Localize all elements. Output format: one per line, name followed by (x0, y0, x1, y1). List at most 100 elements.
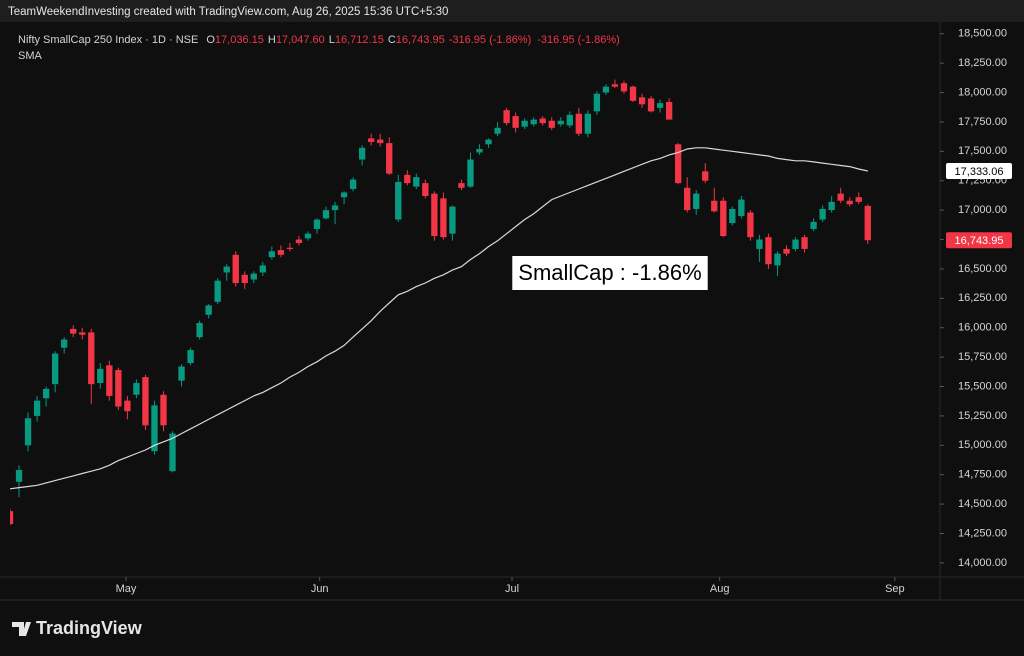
candle-body (819, 208, 826, 220)
candle-body (539, 118, 546, 124)
candle-body (458, 183, 465, 188)
legend-value: 16,712.15 (335, 34, 384, 46)
candle-body (377, 139, 384, 144)
candle-body (431, 193, 438, 237)
annotation: SmallCap : -1.86% (518, 260, 701, 285)
candle-body (774, 253, 781, 266)
candle-body (837, 193, 844, 201)
candle-body (611, 84, 619, 87)
candle-body (729, 208, 736, 224)
legend-key: H (268, 34, 276, 46)
candle-body (10, 511, 14, 525)
candle-body (250, 273, 257, 280)
candle-body (151, 405, 158, 452)
candle-body (70, 328, 77, 334)
legend: Nifty SmallCap 250 Index · 1D · NSE O 17,0… (18, 34, 620, 62)
y-tick-label: 14,250.00 (958, 527, 1007, 539)
candle-body (629, 86, 637, 101)
candle-body (97, 368, 104, 383)
y-tick-label: 14,500.00 (958, 498, 1007, 510)
candle-body (530, 119, 537, 125)
candle-body (765, 237, 772, 265)
candle-body (187, 350, 194, 363)
x-tick-label: Aug (710, 583, 730, 595)
candle-body (503, 110, 510, 124)
x-tick-label: Jun (311, 583, 329, 595)
legend-title: Nifty SmallCap 250 Index · 1D · NSE (18, 34, 198, 46)
y-tick-label: 17,500.00 (958, 145, 1007, 157)
candle-body (214, 280, 221, 302)
candle-body (684, 187, 691, 211)
candle-body (638, 97, 646, 105)
price-tag-label: 16,743.95 (955, 235, 1004, 247)
candle-body (349, 179, 357, 189)
candle-body (747, 212, 754, 238)
candle-body (656, 103, 664, 108)
y-tick-label: 16,500.00 (958, 263, 1007, 275)
candle-body (51, 353, 59, 385)
logo: TradingView (12, 618, 143, 638)
y-tick-label: 15,000.00 (958, 439, 1007, 451)
candle-body (584, 113, 592, 134)
candle-body (331, 205, 339, 211)
candle-body (440, 198, 447, 238)
candle-body (42, 388, 50, 399)
candle-body (665, 101, 673, 120)
price-tag (946, 232, 1012, 249)
candle-body (693, 193, 700, 209)
y-tick-label: 16,000.00 (958, 322, 1007, 334)
candle-body (115, 370, 122, 407)
candle-body (846, 200, 853, 205)
legend-sma: SMA (18, 50, 43, 62)
candles (10, 79, 871, 526)
candle-body (647, 98, 655, 112)
candle-body (169, 433, 176, 472)
legend-value: 17,047.60 (276, 34, 325, 46)
legend-change: -316.95 (-1.86%) (449, 34, 532, 46)
candle-body (557, 120, 564, 125)
y-tick-label: 14,000.00 (958, 557, 1007, 569)
candle-body (24, 418, 32, 446)
candle-body (792, 239, 799, 249)
candle-body (142, 377, 149, 426)
candle-body (178, 366, 185, 381)
candle-body (476, 148, 483, 153)
candle-body (205, 305, 212, 315)
candle-body (512, 116, 519, 128)
candle-body (485, 139, 492, 145)
candle-body (620, 83, 628, 92)
candle-body (133, 382, 140, 395)
candle-body (855, 197, 862, 202)
y-tick-label: 17,750.00 (958, 116, 1007, 128)
candle-body (313, 219, 321, 229)
candle-body (259, 265, 266, 273)
legend-value: 17,036.15 (215, 34, 264, 46)
candle-body (304, 233, 312, 239)
candle-body (548, 120, 555, 128)
candle-body (711, 200, 718, 212)
candle-body (783, 248, 790, 254)
legend-key: O (206, 34, 215, 46)
candle-body (61, 339, 68, 348)
candle-body (602, 86, 610, 93)
candle-body (386, 143, 393, 174)
legend-change: -316.95 (-1.86%) (537, 34, 620, 46)
y-tick-label: 18,000.00 (958, 86, 1007, 98)
x-tick-label: Sep (885, 583, 905, 595)
candle-body (79, 332, 86, 335)
x-tick-label: Jul (505, 583, 519, 595)
candle-body (864, 205, 871, 241)
y-tick-label: 16,250.00 (958, 292, 1007, 304)
candle-body (494, 127, 501, 134)
candle-body (160, 394, 167, 426)
footer: TradingView (36, 618, 143, 638)
candle-body (593, 93, 601, 112)
candle-body (15, 469, 23, 482)
annotation-box (512, 256, 708, 290)
price-tag (946, 162, 1012, 179)
y-tick-label: 17,000.00 (958, 204, 1007, 216)
candle-body (124, 400, 131, 412)
candle-body (295, 239, 303, 244)
